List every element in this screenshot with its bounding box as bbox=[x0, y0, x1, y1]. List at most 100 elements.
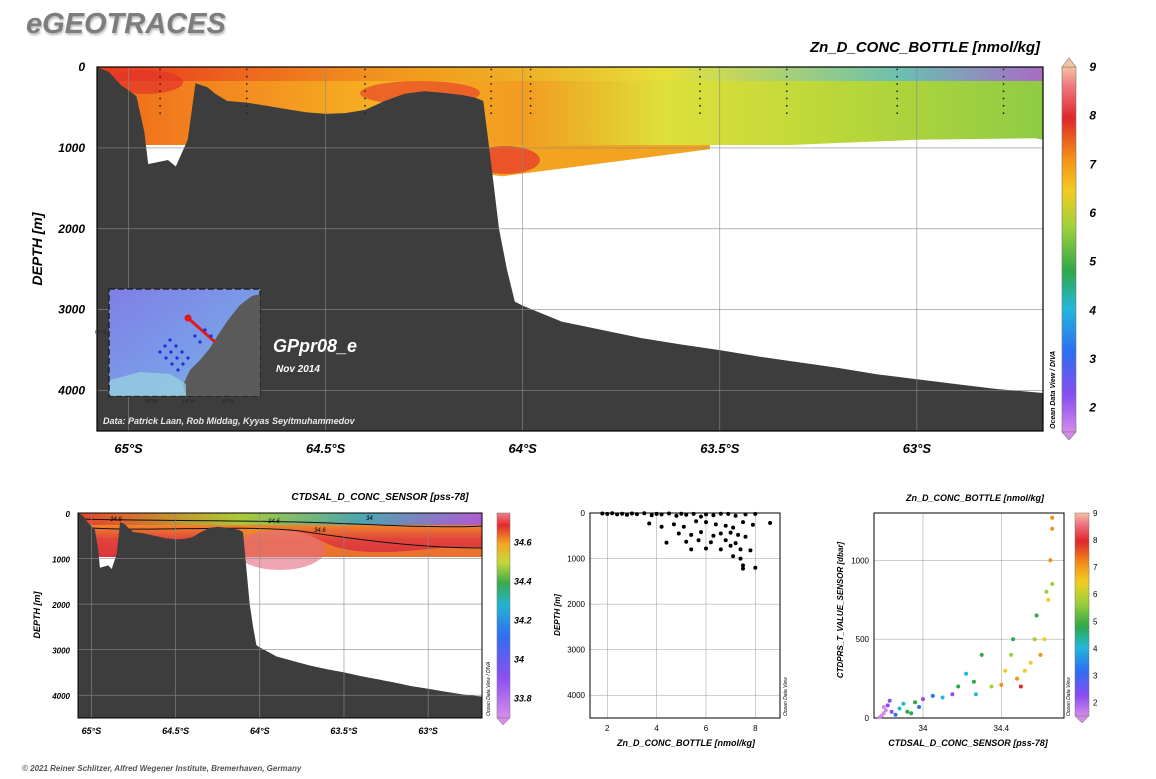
sample-dot bbox=[699, 83, 701, 85]
colorbar-tick-2: 4 bbox=[1088, 303, 1096, 317]
profile-point-12 bbox=[667, 511, 671, 516]
station-marker-5 bbox=[169, 350, 173, 354]
ts-point-11 bbox=[905, 709, 910, 714]
sample-dot bbox=[699, 90, 701, 93]
sample-dot bbox=[364, 97, 366, 100]
sample-dot bbox=[785, 75, 788, 78]
profile-point-43 bbox=[736, 532, 741, 537]
sample-dot bbox=[529, 68, 532, 71]
ts-point-25 bbox=[999, 682, 1004, 687]
ts-point-6 bbox=[881, 705, 886, 709]
profile-point-27 bbox=[659, 524, 664, 529]
profile-point-23 bbox=[743, 512, 748, 517]
ts-point-5 bbox=[887, 698, 892, 703]
x-tick-label-2: 64°S bbox=[509, 441, 538, 456]
zn-profile-plot: DEPTH [m] Zn_D_CONC_BOTTLE [nmol/kg] 2 4 6… bbox=[553, 509, 789, 748]
ts-y-ticks: 0 500 1000 bbox=[851, 556, 869, 723]
profile-x-tick-0: 2 bbox=[605, 724, 610, 733]
profile-x-axis-label: Zn_D_CONC_BOTTLE [nmol/kg] bbox=[616, 738, 756, 748]
ts-point-2 bbox=[881, 711, 886, 716]
sample-dot bbox=[785, 112, 788, 115]
ts-point-37 bbox=[1044, 589, 1049, 594]
salinity-colorbar-tick-0: 33.8 bbox=[514, 693, 532, 703]
ts-scatter-plot: Zn_D_CONC_BOTTLE [nmol/kg] CTDPRS_T_VALU… bbox=[836, 493, 1098, 748]
ts-point-36 bbox=[1042, 637, 1047, 642]
profile-point-41 bbox=[718, 531, 723, 536]
ts-point-22 bbox=[973, 692, 978, 697]
colorbar-tick-6: 8 bbox=[1089, 109, 1096, 123]
sample-dot bbox=[1002, 104, 1005, 107]
inset-lat-label: 64°S bbox=[95, 330, 107, 336]
sample-dot bbox=[245, 97, 248, 100]
y-tick-label-1: 1000 bbox=[52, 556, 70, 565]
sample-dot bbox=[1002, 112, 1005, 115]
sample-dot bbox=[1002, 75, 1005, 78]
section-start-marker bbox=[184, 314, 192, 322]
sample-dot bbox=[699, 68, 701, 71]
profile-point-20 bbox=[718, 511, 723, 516]
x-tick-label-0: 65°S bbox=[114, 441, 143, 456]
ts-point-33 bbox=[1032, 637, 1037, 642]
salinity-colorbar bbox=[496, 512, 511, 719]
profile-point-3 bbox=[615, 512, 620, 517]
section-label: GPpr08_e bbox=[273, 336, 357, 356]
ts-point-27 bbox=[1009, 652, 1014, 657]
profile-point-4 bbox=[620, 511, 625, 516]
sample-dot bbox=[785, 68, 788, 71]
sample-dot bbox=[159, 97, 161, 100]
main-y-ticks: 0 1000 2000 3000 4000 bbox=[57, 60, 85, 398]
ts-x-tick-0: 34 bbox=[919, 724, 928, 733]
ts-point-14 bbox=[917, 705, 922, 709]
contour-label-4: 34 bbox=[366, 516, 373, 522]
sample-dot bbox=[490, 112, 493, 115]
sample-dot bbox=[699, 112, 701, 115]
profile-point-25 bbox=[768, 521, 773, 525]
profile-odv-watermark: Ocean Data View bbox=[783, 677, 789, 716]
profile-point-8 bbox=[642, 511, 647, 516]
sample-dot bbox=[245, 68, 248, 71]
salinity-surface-layer bbox=[78, 513, 482, 525]
station-marker-9 bbox=[164, 356, 168, 360]
ts-y-tick-1: 500 bbox=[856, 635, 870, 644]
salinity-bathymetry bbox=[78, 513, 482, 718]
profile-point-61 bbox=[753, 565, 758, 570]
ts-y-tick-2: 1000 bbox=[851, 556, 869, 565]
ts-colorbar-tick-2: 4 bbox=[1093, 644, 1098, 653]
sample-dot bbox=[699, 104, 701, 107]
salinity-plot-frame bbox=[77, 512, 483, 719]
sample-dot bbox=[490, 104, 493, 107]
sample-dot bbox=[490, 83, 493, 85]
ts-colorbar-tick-6: 8 bbox=[1093, 536, 1098, 545]
sample-dot bbox=[529, 104, 532, 107]
inset-lon-label-2: 64°W bbox=[183, 399, 196, 405]
sample-dot bbox=[896, 68, 899, 71]
profile-point-58 bbox=[738, 556, 743, 561]
ts-point-24 bbox=[989, 684, 994, 689]
ts-point-23 bbox=[979, 652, 984, 657]
profile-point-5 bbox=[625, 512, 629, 517]
profile-point-21 bbox=[726, 511, 731, 516]
ts-point-28 bbox=[1011, 637, 1016, 642]
salinity-contour-34 bbox=[77, 518, 483, 528]
profile-point-0 bbox=[600, 511, 605, 516]
seafloor-shape bbox=[78, 513, 482, 718]
shelf-shallow-area bbox=[110, 372, 186, 396]
station-marker-6 bbox=[175, 356, 179, 360]
sample-dot bbox=[1002, 83, 1005, 85]
copyright: © 2021 Reiner Schlitzer, Alfred Wegener … bbox=[22, 764, 302, 773]
profile-point-11 bbox=[659, 512, 664, 517]
ts-point-15 bbox=[921, 697, 925, 702]
sample-dot bbox=[896, 75, 899, 78]
profile-grid bbox=[590, 512, 780, 718]
sample-dot bbox=[159, 104, 161, 107]
ts-colorbar-arrow bbox=[1074, 715, 1090, 724]
y-tick-label-3: 3000 bbox=[58, 303, 85, 317]
ts-point-12 bbox=[909, 711, 914, 716]
station-marker-15 bbox=[209, 334, 213, 338]
y-tick-label-2: 2000 bbox=[57, 222, 85, 236]
ts-point-40 bbox=[1050, 526, 1055, 531]
profile-point-34 bbox=[731, 525, 736, 530]
profile-point-40 bbox=[711, 533, 716, 538]
inset-lon-label-3: 60°W bbox=[222, 399, 235, 405]
profile-point-42 bbox=[728, 530, 733, 535]
